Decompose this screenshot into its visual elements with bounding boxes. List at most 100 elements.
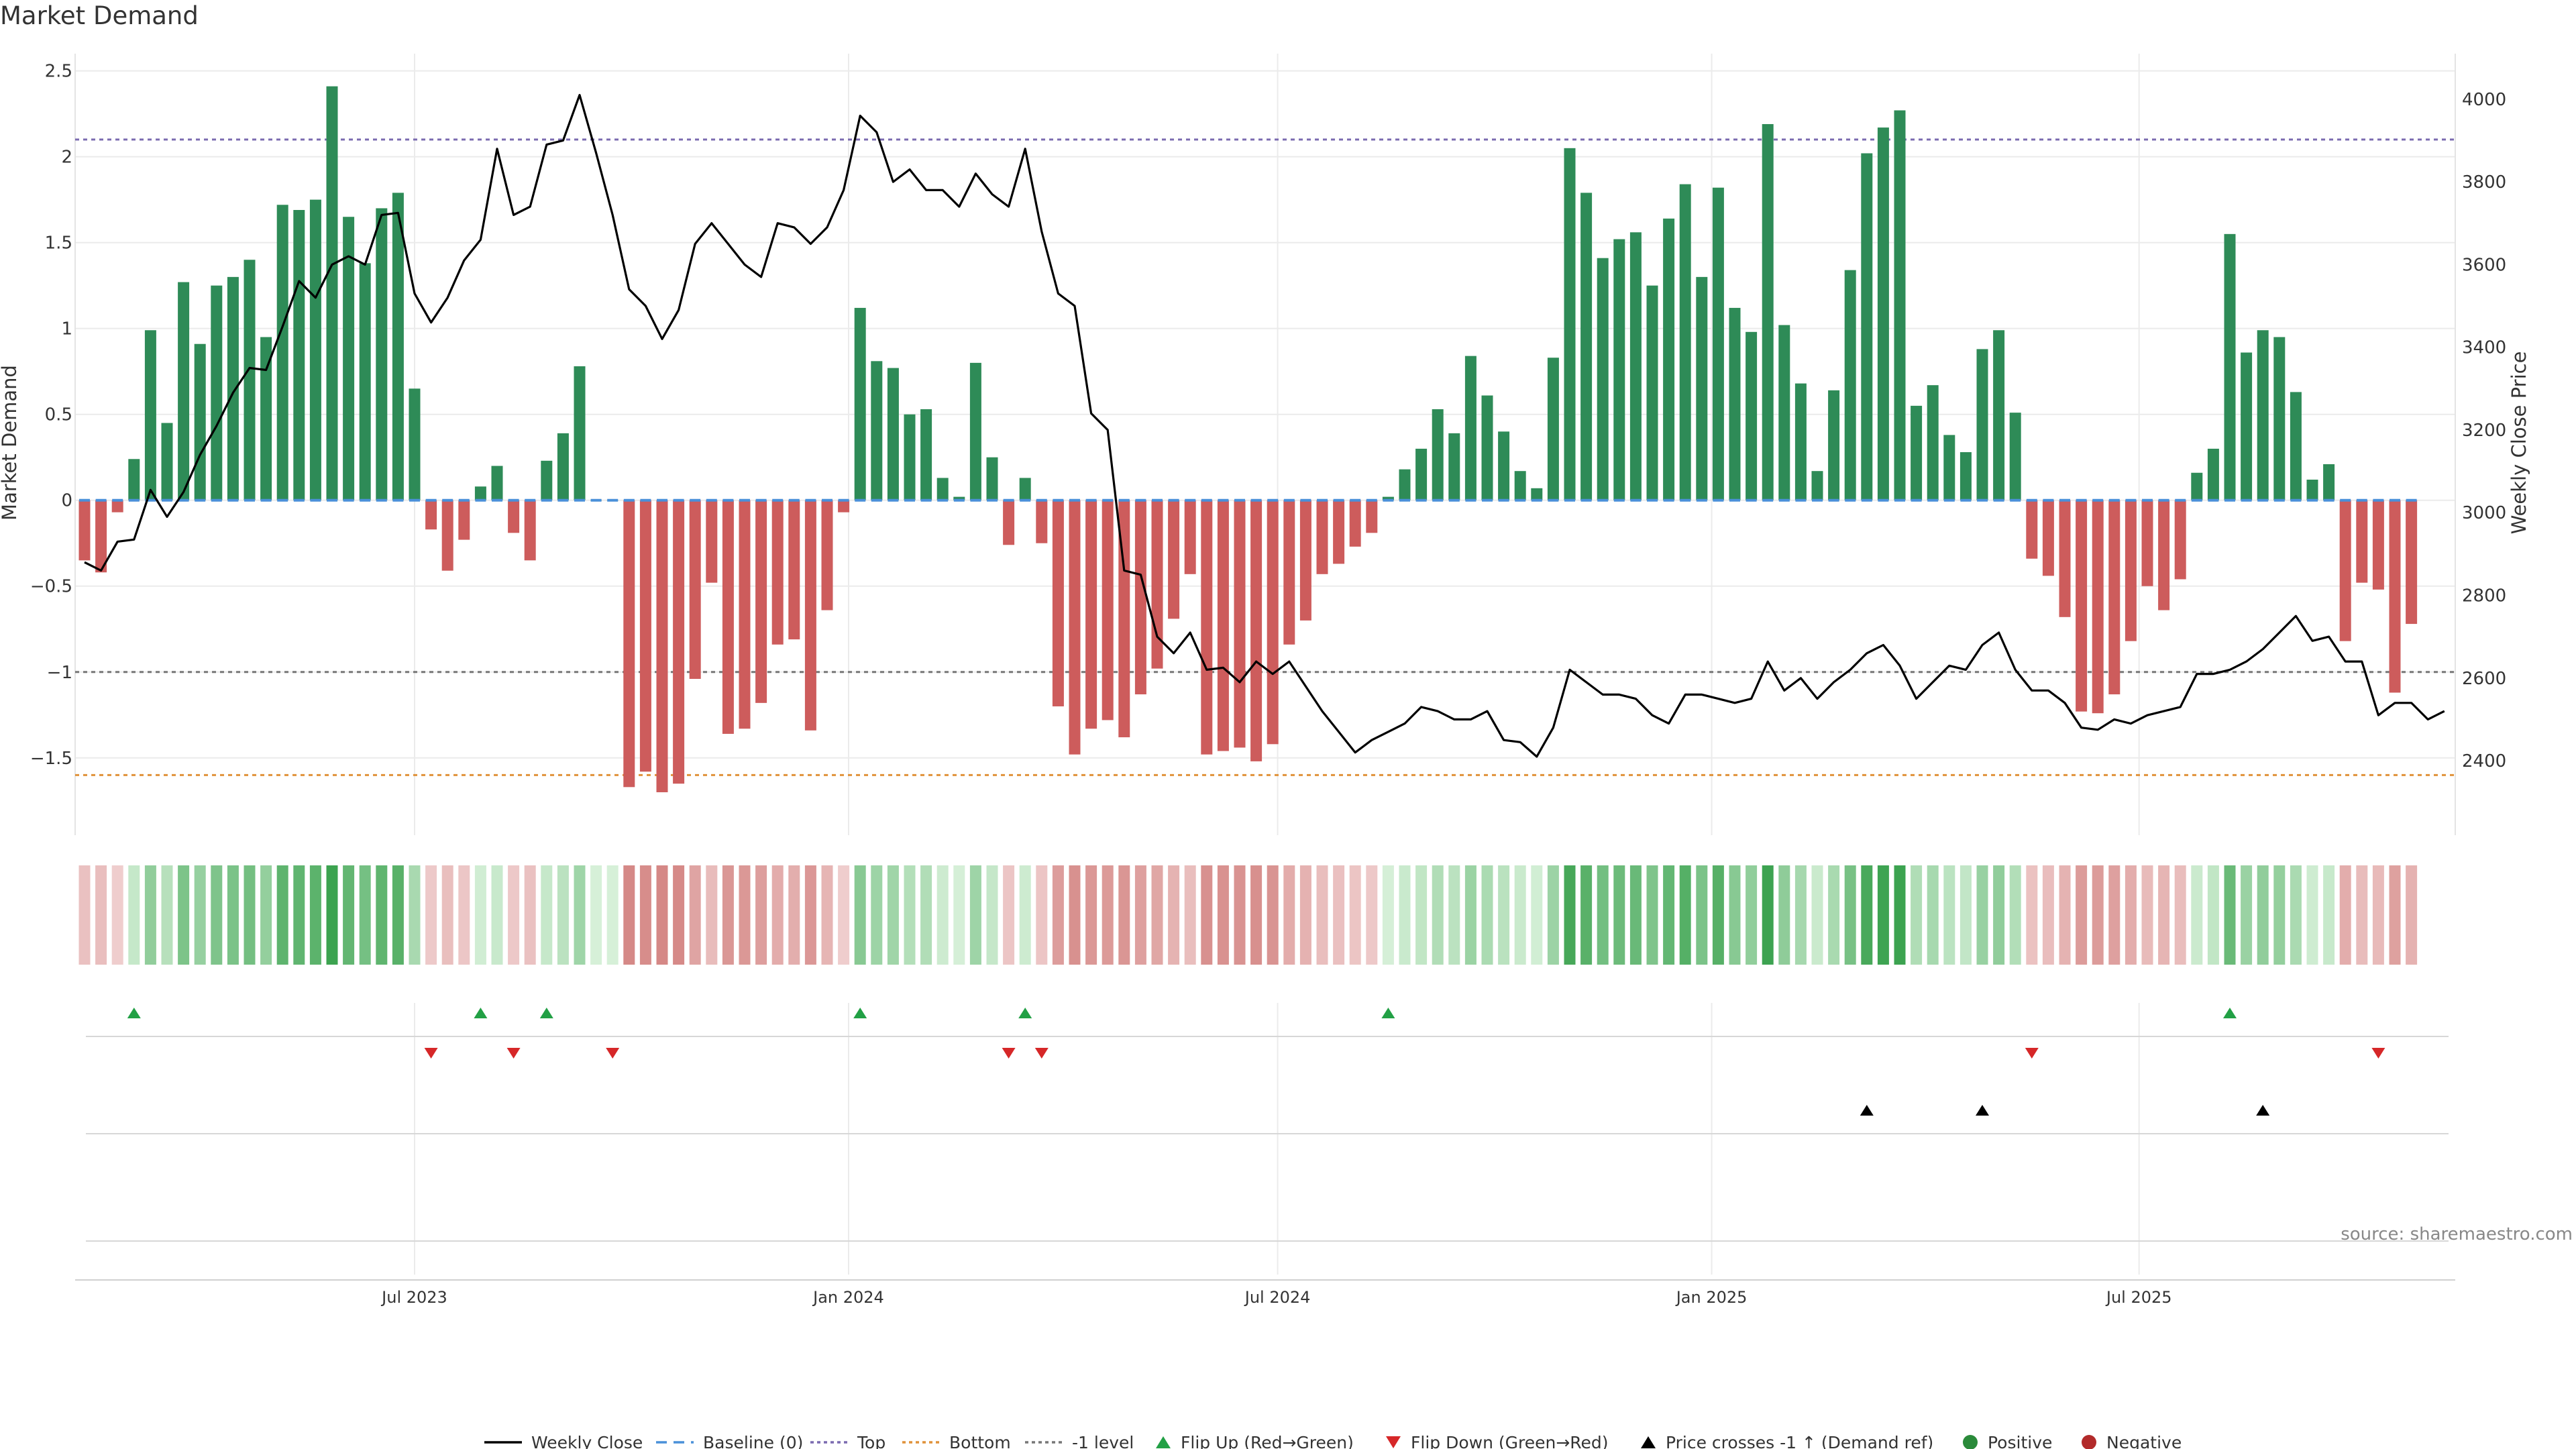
legend-swatch: [1641, 1436, 1656, 1448]
heat-cell: [1399, 865, 1411, 965]
demand-bar: [1547, 358, 1559, 500]
heat-cell: [1712, 865, 1724, 965]
y2-tick-label: 2600: [2462, 669, 2506, 689]
heat-cell: [1547, 865, 1559, 965]
heat-cell: [2339, 865, 2351, 965]
demand-bar: [1415, 448, 1428, 500]
heat-cell: [1943, 865, 1955, 965]
demand-bar: [1201, 500, 1213, 755]
heat-cell: [838, 865, 850, 965]
demand-bar: [211, 285, 223, 500]
demand-bar: [1877, 127, 1889, 500]
y-tick-label: 2.5: [45, 62, 72, 82]
y-tick-label: −1.5: [30, 749, 72, 769]
y2-tick-label: 3400: [2462, 338, 2506, 358]
demand-bar: [1712, 187, 1724, 500]
heat-cell: [639, 865, 651, 965]
heat-cell: [2306, 865, 2318, 965]
heat-cell: [227, 865, 239, 965]
heat-cell: [936, 865, 949, 965]
heat-cell: [969, 865, 981, 965]
demand-bar: [936, 478, 949, 500]
heat-cell: [128, 865, 140, 965]
heat-cell: [474, 865, 486, 965]
demand-bar: [111, 500, 123, 513]
demand-bar: [276, 205, 288, 500]
demand-bar: [326, 86, 338, 500]
heat-cell: [656, 865, 668, 965]
demand-bar: [821, 500, 833, 610]
demand-bar: [2406, 500, 2418, 625]
heat-cell: [1464, 865, 1477, 965]
demand-bar: [1399, 469, 1411, 500]
heat-cell: [1564, 865, 1576, 965]
y-tick-label: 1.5: [45, 233, 72, 254]
heat-cell: [623, 865, 635, 965]
heat-cell: [1729, 865, 1741, 965]
heat-cell: [1267, 865, 1279, 965]
y2-tick-label: 2800: [2462, 586, 2506, 606]
heat-cell: [854, 865, 866, 965]
demand-bar: [178, 282, 190, 500]
heat-cell: [689, 865, 701, 965]
demand-bar: [2108, 500, 2121, 695]
demand-bars: [78, 86, 2418, 792]
heat-cell: [953, 865, 965, 965]
heat-cell: [673, 865, 685, 965]
heat-cell: [1052, 865, 1064, 965]
demand-bar: [706, 500, 718, 583]
heat-cell: [1976, 865, 1988, 965]
demand-bar: [722, 500, 734, 734]
demand-bar: [1283, 500, 1295, 645]
heat-cell: [78, 865, 91, 965]
demand-bar: [1646, 285, 1658, 500]
y2-tick-label: 3200: [2462, 421, 2506, 441]
heat-cell: [1234, 865, 1246, 965]
price-line: [84, 94, 2445, 758]
demand-bar: [1168, 500, 1180, 619]
heat-cell: [1828, 865, 1840, 965]
heat-cell: [1184, 865, 1196, 965]
flip-up-marker: [127, 1008, 141, 1018]
reference-levels: [75, 138, 2455, 776]
demand-bar: [2076, 500, 2088, 712]
heat-cell: [1069, 865, 1081, 965]
x-tick-label: Jan 2024: [812, 1288, 884, 1307]
demand-bar: [969, 362, 981, 500]
demand-bar: [2042, 500, 2054, 576]
heat-cell: [1663, 865, 1675, 965]
flip-up-marker: [1018, 1008, 1032, 1018]
heat-cell: [1679, 865, 1691, 965]
heat-cell: [1168, 865, 1180, 965]
demand-bar: [2290, 392, 2302, 500]
x-tick-label: Jul 2025: [2105, 1288, 2172, 1307]
flip-up-marker: [474, 1008, 488, 1018]
heat-cell: [2158, 865, 2170, 965]
demand-bar: [1498, 431, 1510, 500]
heat-cell: [1861, 865, 1873, 965]
heat-cell: [260, 865, 272, 965]
heat-cell: [293, 865, 305, 965]
heat-cell: [541, 865, 553, 965]
x-tick-label: Jul 2023: [380, 1288, 447, 1307]
demand-bar: [1514, 471, 1526, 500]
y-axis-ticks: 2.5 2 1.5 1 0.5 0 −0.5 −1 −1.5: [30, 62, 72, 769]
heat-cell: [2125, 865, 2137, 965]
demand-bar: [1778, 325, 1790, 500]
chart-title: Market Demand: [0, 1, 199, 30]
heat-cell: [706, 865, 718, 965]
heat-cell: [1432, 865, 1444, 965]
demand-bar: [887, 368, 899, 500]
weekly-close-line: [84, 94, 2445, 758]
demand-bar: [1464, 356, 1477, 500]
demand-bar: [1762, 123, 1774, 500]
y2-tick-label: 2400: [2462, 751, 2506, 771]
x-axis-ticks: Jul 2023 Jan 2024 Jul 2024 Jan 2025 Jul 2025: [380, 1288, 2171, 1307]
heat-cell: [821, 865, 833, 965]
demand-bar: [1911, 405, 1923, 500]
heat-cell: [1597, 865, 1609, 965]
heat-cell: [2092, 865, 2104, 965]
demand-bar: [1993, 330, 2005, 500]
flip-down-marker: [2025, 1048, 2039, 1059]
